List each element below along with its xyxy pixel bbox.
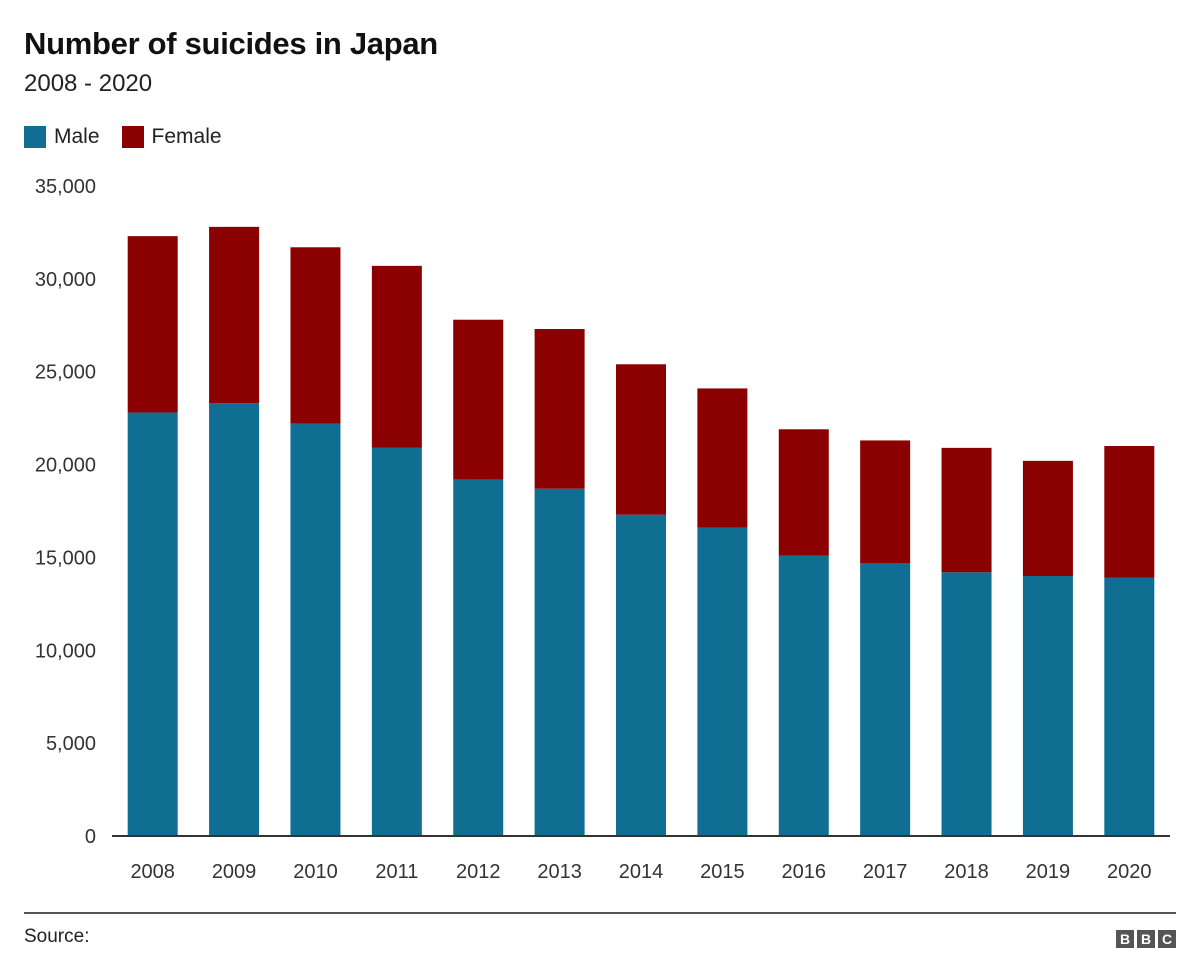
x-tick-label: 2017 <box>863 861 908 883</box>
x-tick-label: 2012 <box>456 861 501 883</box>
bar-male-2020 <box>1104 577 1155 836</box>
legend: Male Female <box>24 125 244 149</box>
y-tick-label: 0 <box>85 826 96 848</box>
stacked-bar-chart: 0 5,000 10,000 15,000 20,000 25,000 30,000 35,0… <box>35 176 1170 883</box>
x-tick-label: 2010 <box>293 861 338 883</box>
bar-male-2014 <box>616 514 666 836</box>
legend-swatch-female <box>121 126 144 148</box>
bar-female-2017 <box>860 440 911 563</box>
bar-male-2018 <box>941 572 992 836</box>
x-tick-label: 2018 <box>944 861 989 883</box>
logo-letter-b1: B <box>1116 930 1134 948</box>
bar-female-2016 <box>778 429 829 556</box>
y-tick-label: 30,000 <box>35 269 96 291</box>
bar-female-2015 <box>697 388 748 528</box>
bar-female-2009 <box>209 226 260 404</box>
bar-female-2018 <box>941 447 992 573</box>
y-tick-label: 25,000 <box>35 362 96 384</box>
legend-item-female: Female <box>121 125 222 149</box>
legend-label-male: Male <box>54 125 100 148</box>
x-tick-label: 2014 <box>619 861 664 883</box>
bar-female-2013 <box>534 329 585 489</box>
x-tick-label: 2019 <box>1026 861 1071 883</box>
bar-female-2020 <box>1104 446 1155 578</box>
x-tick-label: 2013 <box>537 861 582 883</box>
bar-male-2012 <box>453 479 504 836</box>
footer-divider <box>24 912 1176 914</box>
y-tick-label: 5,000 <box>46 733 96 755</box>
x-tick-label: 2008 <box>130 861 175 883</box>
legend-swatch-male <box>24 126 46 148</box>
bar-female-2014 <box>616 364 666 515</box>
bar-male-2017 <box>860 563 911 836</box>
bar-male-2013 <box>534 488 585 836</box>
bar-female-2012 <box>453 319 504 480</box>
bar-male-2009 <box>209 403 260 836</box>
bbc-logo: B B C <box>1113 930 1176 948</box>
bar-male-2015 <box>697 527 748 836</box>
bar-female-2010 <box>290 247 341 424</box>
bar-male-2019 <box>1022 576 1073 836</box>
chart-subtitle: 2008 - 2020 <box>24 70 153 97</box>
x-tick-label: 2011 <box>375 861 418 883</box>
y-tick-label: 35,000 <box>35 176 96 198</box>
logo-letter-c: C <box>1158 930 1176 948</box>
x-tick-label: 2020 <box>1107 861 1152 883</box>
y-tick-label: 15,000 <box>35 547 96 569</box>
source-label: Source: <box>24 926 90 947</box>
x-tick-label: 2015 <box>700 861 745 883</box>
y-tick-label: 10,000 <box>35 640 96 662</box>
x-tick-label: 2009 <box>212 861 257 883</box>
legend-item-male: Male <box>24 125 100 149</box>
chart-title: Number of suicides in Japan <box>24 26 438 61</box>
x-tick-label: 2016 <box>782 861 827 883</box>
legend-label-female: Female <box>151 125 222 148</box>
bar-male-2011 <box>371 447 422 836</box>
bar-female-2008 <box>127 236 178 413</box>
bar-male-2010 <box>290 423 341 836</box>
y-tick-label: 20,000 <box>35 455 96 477</box>
logo-letter-b2: B <box>1137 930 1155 948</box>
bar-male-2016 <box>778 555 829 836</box>
bar-female-2011 <box>371 265 422 448</box>
bar-male-2008 <box>127 412 178 836</box>
bar-female-2019 <box>1022 460 1073 576</box>
